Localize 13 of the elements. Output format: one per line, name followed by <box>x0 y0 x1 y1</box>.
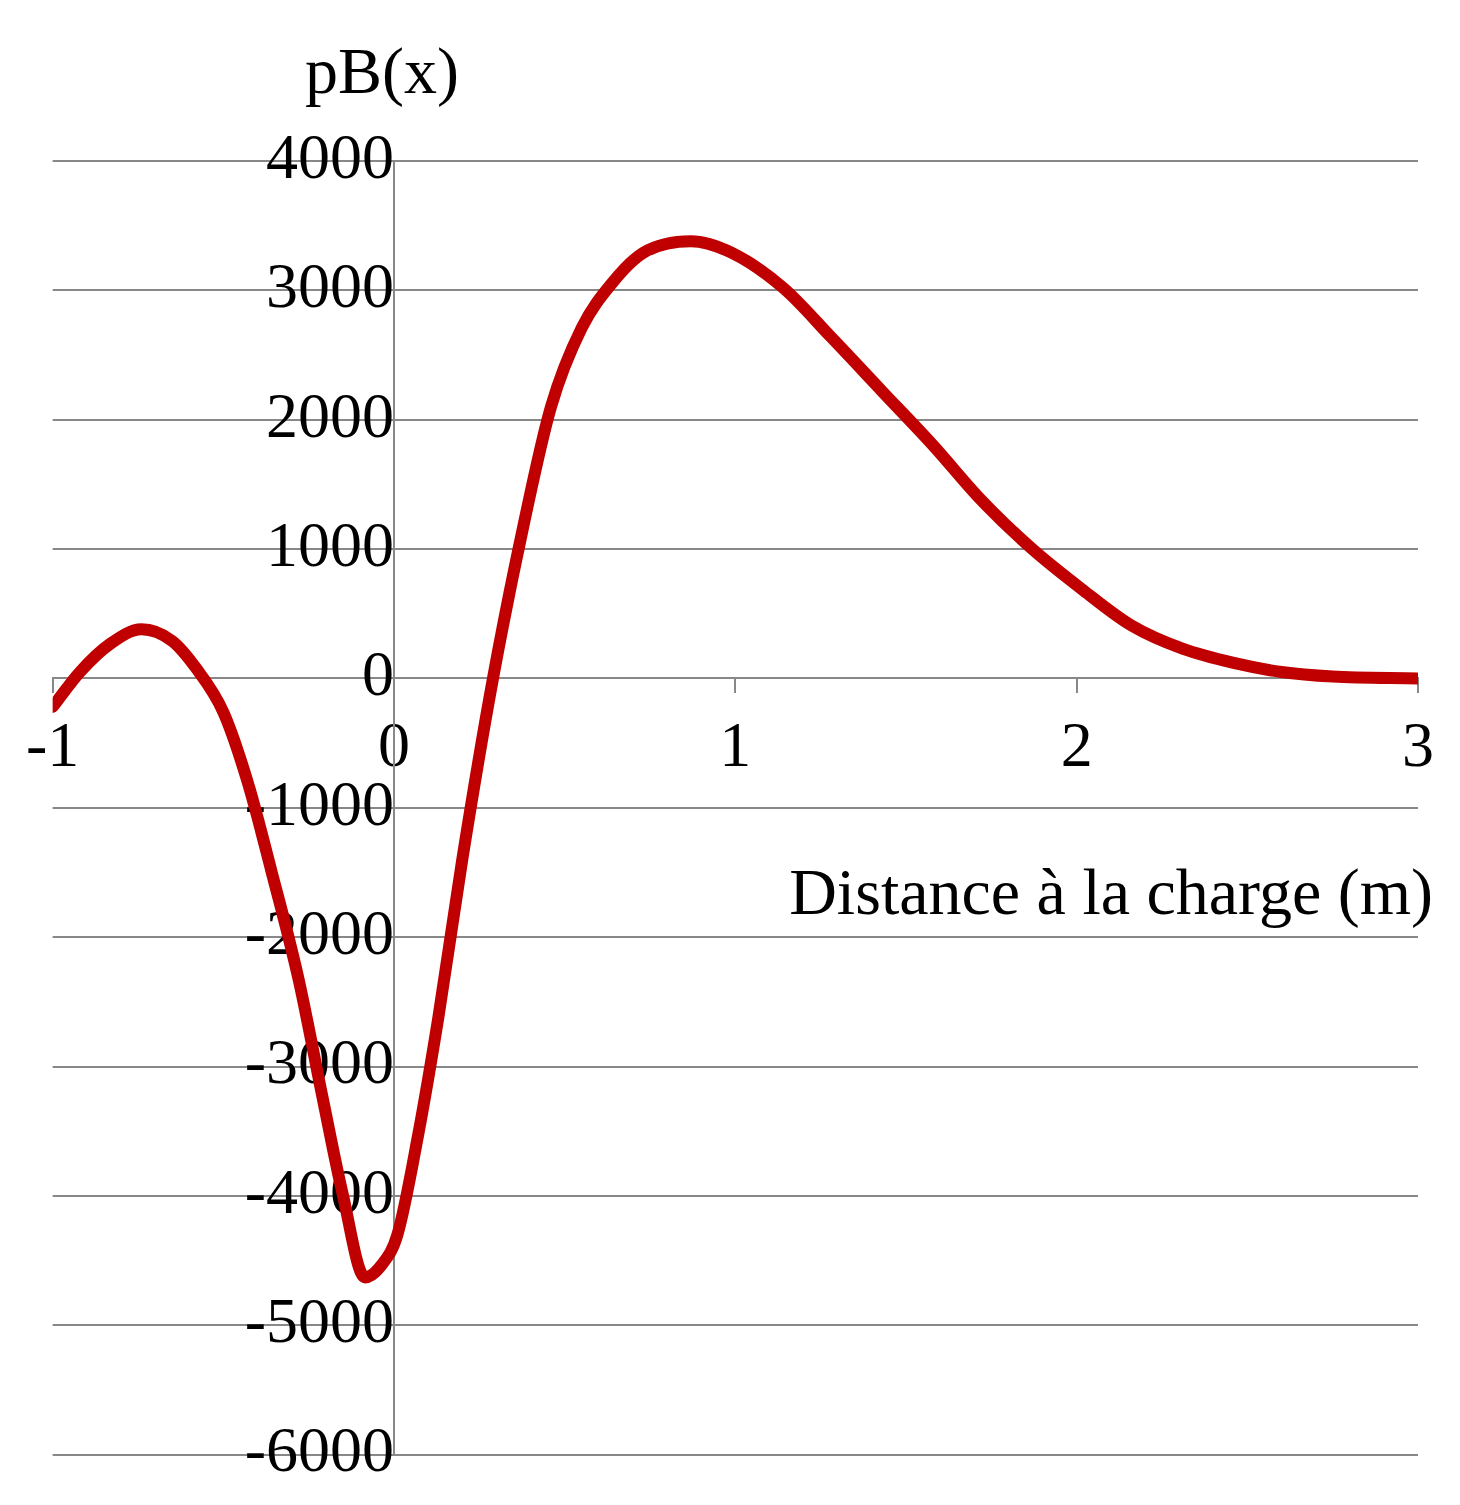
y-tick-label: -6000 <box>244 1414 394 1486</box>
y-axis-title: pB(x) <box>305 34 459 108</box>
y-tick-label: 2000 <box>265 379 394 451</box>
y-tick-label: -5000 <box>244 1285 394 1357</box>
x-tick-label: -1 <box>26 708 80 780</box>
x-tick-label: 2 <box>1060 708 1093 780</box>
x-tick-label: 3 <box>1402 708 1434 780</box>
y-tick-label: 4000 <box>265 120 394 192</box>
x-tick-label: 1 <box>719 708 752 780</box>
x-axis-title: Distance à la charge (m) <box>789 854 1433 929</box>
y-tick-label: 3000 <box>265 250 394 322</box>
y-tick-label: 0 <box>361 638 394 710</box>
y-tick-label: 1000 <box>265 508 394 580</box>
